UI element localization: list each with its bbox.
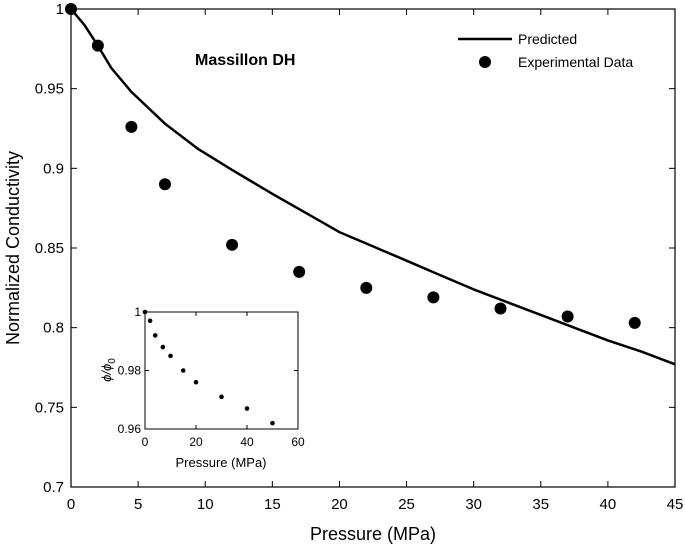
- inset-data-point: [193, 379, 199, 385]
- x-tick-label: 10: [197, 496, 214, 513]
- data-point-experimental: [65, 3, 77, 15]
- y-axis-label: Normalized Conductivity: [3, 151, 23, 345]
- inset-x-tick-label: 0: [142, 435, 149, 449]
- inset-y-axis-label: ϕ/ϕ0: [99, 358, 118, 382]
- main-series: [65, 3, 676, 366]
- x-tick-label: 45: [667, 496, 684, 513]
- inset-data-point: [244, 406, 250, 411]
- inset-y-tick-label: 0.98: [118, 364, 142, 378]
- x-tick-label: 20: [331, 496, 348, 513]
- legend-label-predicted: Predicted: [518, 31, 577, 47]
- data-point-experimental: [158, 178, 171, 191]
- data-point-experimental: [628, 316, 641, 329]
- y-tick-label: 0.7: [43, 479, 64, 496]
- inset-y-tick-label: 1: [134, 305, 141, 319]
- x-tick-label: 40: [600, 496, 617, 513]
- data-point-experimental: [293, 265, 306, 278]
- data-point-experimental: [226, 238, 239, 251]
- data-point-experimental: [125, 120, 138, 133]
- inset-x-tick-label: 20: [189, 435, 203, 449]
- data-point-experimental: [561, 310, 574, 323]
- legend-label-experimental: Experimental Data: [518, 54, 633, 70]
- x-tick-label: 25: [398, 496, 415, 513]
- y-tick-label: 0.85: [35, 240, 64, 257]
- inset-data-point: [168, 353, 173, 359]
- inset-data-point: [270, 420, 275, 426]
- inset-data-point: [180, 368, 186, 373]
- inset-data-point: [142, 309, 148, 315]
- data-point-experimental: [91, 39, 104, 52]
- inset-data-point: [160, 344, 166, 350]
- x-axis-label: Pressure (MPa): [310, 524, 436, 544]
- series-line-predicted: [70, 8, 676, 366]
- x-tick-label: 15: [264, 496, 281, 513]
- main-ticks: 0 5 10 15 20 25 30 35 40 450.70.750.80.850.90.951: [35, 1, 684, 513]
- inset-background: [145, 312, 298, 429]
- data-point-experimental: [360, 281, 373, 294]
- inset-series: [142, 309, 275, 426]
- x-tick-label: 30: [465, 496, 482, 513]
- y-tick-label: 0.95: [35, 81, 64, 98]
- y-tick-label: 1: [56, 1, 64, 18]
- data-point-experimental: [427, 291, 440, 304]
- y-tick-label: 0.8: [43, 320, 64, 337]
- inset-y-axis-label-main: ϕ/ϕ: [99, 364, 114, 382]
- inset-y-tick-label: 0.96: [118, 422, 142, 436]
- chart-title: Massillon DH: [195, 52, 295, 69]
- inset-ticks: 0 20 40 60 0.96 0.98 1: [118, 305, 305, 449]
- y-tick-label: 0.9: [43, 160, 64, 177]
- y-tick-label: 0.75: [35, 399, 64, 416]
- x-tick-label: 0: [67, 496, 75, 513]
- data-point-experimental: [494, 302, 507, 315]
- x-tick-label: 5: [134, 496, 142, 513]
- x-tick-label: 35: [532, 496, 549, 513]
- inset-data-point: [219, 394, 224, 400]
- inset-x-tick-label: 60: [291, 435, 305, 449]
- inset-y-axis-label-sub: 0: [107, 358, 118, 364]
- legend-marker-swatch: [479, 56, 491, 68]
- inset-data-point: [152, 333, 158, 338]
- inset-data-point: [147, 318, 153, 324]
- inset-x-tick-label: 40: [240, 435, 254, 449]
- legend: Predicted Experimental Data: [458, 31, 633, 70]
- inset-x-axis-label: Pressure (MPa): [175, 455, 266, 470]
